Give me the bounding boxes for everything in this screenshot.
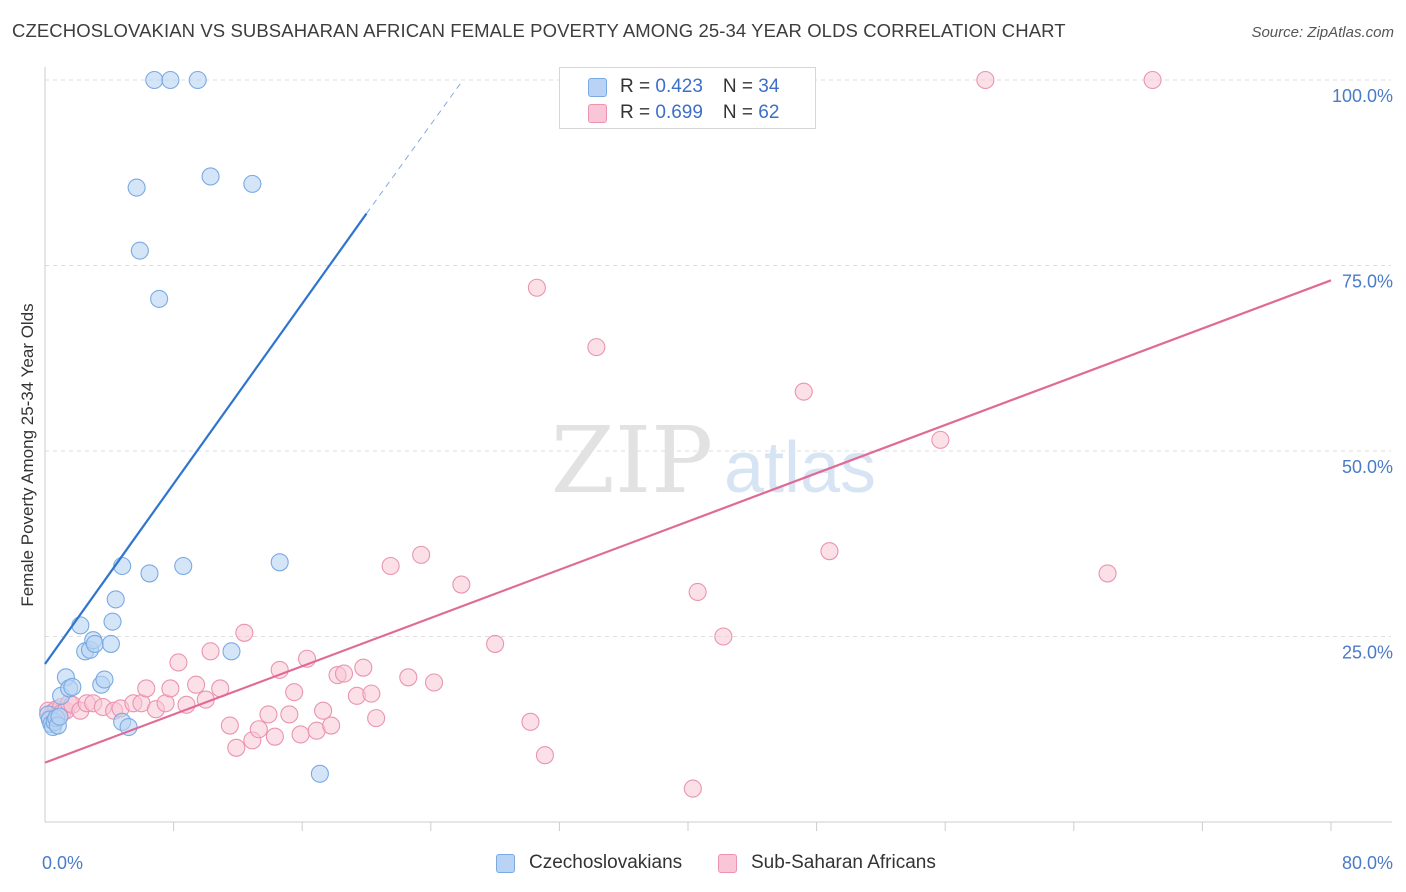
data-point-czechoslovakian bbox=[270, 553, 289, 572]
data-point-sub-saharan bbox=[1143, 70, 1162, 90]
data-point-sub-saharan bbox=[201, 642, 220, 661]
data-point-sub-saharan bbox=[354, 658, 373, 677]
legend-swatch-pink bbox=[588, 104, 607, 123]
data-point-sub-saharan bbox=[794, 382, 813, 401]
trend-line-sub-saharan bbox=[44, 279, 1332, 764]
data-point-czechoslovakian bbox=[85, 634, 104, 653]
data-point-czechoslovakian bbox=[130, 241, 149, 260]
data-point-sub-saharan bbox=[265, 727, 284, 746]
data-point-sub-saharan bbox=[291, 725, 310, 744]
grid-lines bbox=[45, 79, 1391, 637]
trend-line-czechoslovakian-extension bbox=[366, 79, 464, 214]
legend-n-value: 34 bbox=[758, 76, 780, 97]
legend-label: Sub-Saharan Africans bbox=[751, 852, 936, 873]
data-point-czechoslovakian bbox=[101, 634, 120, 653]
data-point-sub-saharan bbox=[820, 542, 839, 561]
legend-swatch-pink bbox=[718, 854, 737, 873]
data-point-sub-saharan bbox=[235, 623, 254, 642]
data-point-sub-saharan bbox=[452, 575, 471, 594]
data-point-sub-saharan bbox=[683, 779, 702, 798]
data-point-czechoslovakian bbox=[127, 178, 146, 197]
data-point-czechoslovakian bbox=[188, 70, 207, 90]
data-point-sub-saharan bbox=[227, 738, 246, 757]
data-point-sub-saharan bbox=[931, 430, 950, 449]
watermark-atlas: atlas bbox=[724, 428, 876, 508]
legend-n-label: N = bbox=[722, 102, 759, 123]
data-point-czechoslovakian bbox=[310, 764, 329, 783]
data-point-sub-saharan bbox=[521, 712, 540, 731]
data-point-czechoslovakian bbox=[174, 556, 193, 576]
data-point-sub-saharan bbox=[187, 675, 206, 694]
data-point-sub-saharan bbox=[587, 338, 606, 357]
trend-lines bbox=[44, 79, 1332, 764]
data-point-sub-saharan bbox=[527, 278, 546, 297]
legend-r-value: 0.699 bbox=[655, 102, 703, 123]
data-point-sub-saharan bbox=[714, 627, 733, 646]
czechoslovakian-points bbox=[39, 70, 329, 783]
data-point-sub-saharan bbox=[535, 746, 554, 765]
data-point-czechoslovakian bbox=[140, 564, 159, 583]
y-tick-label: 25.0% bbox=[1342, 643, 1393, 663]
data-point-sub-saharan bbox=[424, 673, 444, 692]
legend-label: Czechoslovakians bbox=[529, 852, 683, 873]
data-point-sub-saharan bbox=[486, 634, 505, 653]
legend-r-value: 0.423 bbox=[655, 76, 703, 97]
data-point-czechoslovakian bbox=[201, 167, 220, 186]
y-tick-label: 75.0% bbox=[1342, 272, 1393, 292]
data-point-czechoslovakian bbox=[50, 707, 69, 726]
y-axis-label: Female Poverty Among 25-34 Year Olds bbox=[18, 303, 37, 607]
data-point-sub-saharan bbox=[1098, 564, 1117, 583]
data-point-czechoslovakian bbox=[106, 590, 125, 609]
watermark-zip: ZIP bbox=[551, 407, 713, 514]
data-point-sub-saharan bbox=[280, 705, 299, 724]
data-point-czechoslovakian bbox=[150, 289, 169, 308]
data-point-sub-saharan bbox=[169, 653, 188, 672]
data-point-sub-saharan bbox=[399, 668, 418, 687]
data-point-czechoslovakian bbox=[103, 612, 122, 631]
legend-r-label: R = bbox=[620, 102, 656, 123]
data-point-czechoslovakian bbox=[222, 642, 241, 661]
tick-labels: 25.0% 50.0% 75.0% 100.0% 0.0% 80.0% bbox=[42, 86, 1393, 873]
data-point-czechoslovakian bbox=[145, 70, 164, 90]
data-point-sub-saharan bbox=[322, 716, 341, 735]
data-point-sub-saharan bbox=[137, 679, 156, 698]
x-tick-label: 0.0% bbox=[42, 853, 83, 873]
data-point-czechoslovakian bbox=[243, 174, 262, 193]
x-tick-label: 80.0% bbox=[1342, 853, 1393, 873]
data-point-sub-saharan bbox=[362, 684, 381, 703]
y-tick-label: 50.0% bbox=[1342, 457, 1393, 477]
data-point-sub-saharan bbox=[259, 705, 278, 724]
correlation-legend: R = 0.423 N = 34 R = 0.699 N = 62 bbox=[559, 67, 816, 129]
y-tick-label: 100.0% bbox=[1332, 86, 1393, 106]
data-point-sub-saharan bbox=[412, 545, 431, 564]
series-legend: Czechoslovakians Sub-Saharan Africans bbox=[0, 851, 1406, 877]
source-label: Source: ZipAtlas.com bbox=[1251, 24, 1394, 41]
data-point-sub-saharan bbox=[161, 679, 180, 698]
data-point-sub-saharan bbox=[285, 683, 304, 702]
watermark: ZIP atlas bbox=[551, 407, 876, 514]
legend-n-label: N = bbox=[722, 76, 759, 97]
trend-line-czechoslovakian bbox=[44, 212, 368, 665]
data-point-sub-saharan bbox=[976, 70, 995, 90]
axes bbox=[44, 67, 1392, 831]
legend-swatch-blue bbox=[588, 78, 607, 97]
chart-title: CZECHOSLOVAKIAN VS SUBSAHARAN AFRICAN FE… bbox=[12, 20, 1066, 41]
data-point-sub-saharan bbox=[334, 664, 354, 683]
data-point-sub-saharan bbox=[688, 582, 707, 602]
data-point-czechoslovakian bbox=[63, 677, 82, 697]
legend-swatch-blue bbox=[496, 854, 515, 873]
data-point-sub-saharan bbox=[314, 701, 333, 720]
legend-r-label: R = bbox=[620, 76, 656, 97]
data-point-sub-saharan bbox=[249, 720, 268, 739]
data-point-czechoslovakian bbox=[95, 670, 114, 689]
data-point-sub-saharan bbox=[381, 556, 400, 576]
data-point-sub-saharan bbox=[220, 716, 239, 735]
data-point-sub-saharan bbox=[367, 709, 386, 728]
data-point-czechoslovakian bbox=[71, 616, 90, 635]
data-point-czechoslovakian bbox=[161, 70, 180, 90]
legend-n-value: 62 bbox=[758, 102, 780, 123]
